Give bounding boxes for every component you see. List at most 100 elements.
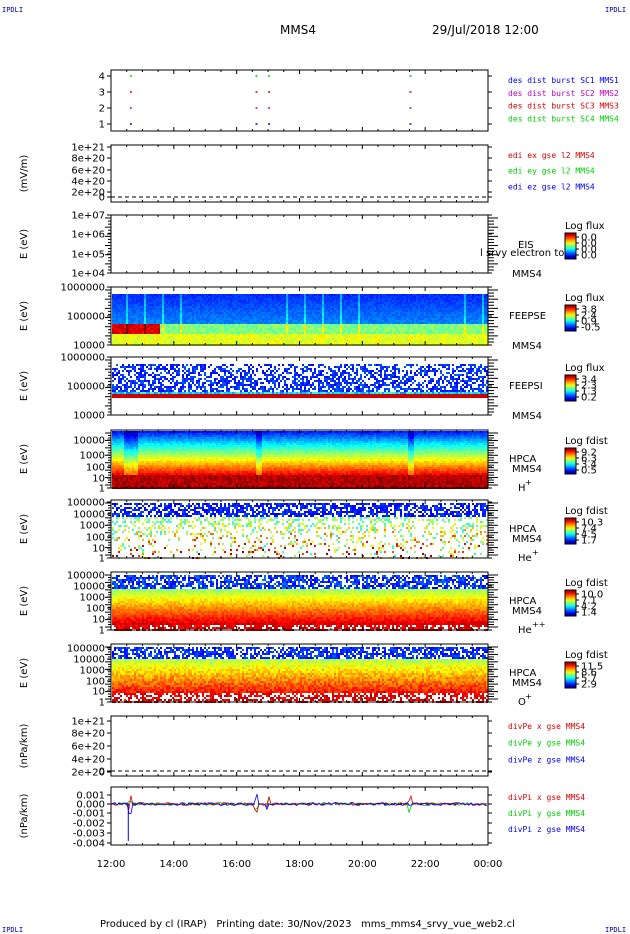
x-tick-label: 20:00 — [348, 859, 377, 870]
legend-entry: edi ey gse l2 MMS4 — [508, 167, 595, 176]
y-tick-label: 8e+20 — [71, 154, 105, 165]
y-axis-label: (nPa/km) — [19, 794, 30, 839]
colorbar — [565, 375, 576, 401]
y-tick-label: 10000 — [73, 411, 105, 422]
panel-frame-divpi — [111, 787, 488, 845]
y-tick-label: 0 — [99, 193, 105, 204]
spacecraft-label: MMS4 — [512, 341, 542, 352]
colorbar — [565, 233, 576, 259]
y-tick-label: 10000 — [73, 510, 105, 521]
y-tick-label: 100000 — [67, 498, 105, 509]
species-label: He — [518, 625, 532, 636]
x-tick-label: 12:00 — [97, 859, 126, 870]
y-tick-label: 0 — [99, 767, 105, 778]
y-tick-label: 1000 — [80, 593, 105, 604]
legend-entry: divPi z gse MMS4 — [508, 825, 585, 834]
legend-entry: edi ez gse l2 MMS4 — [508, 182, 595, 191]
y-axis-label: E (eV) — [19, 444, 30, 474]
colorbar-tick-label: -0.5 — [581, 323, 601, 334]
colorbar-title: Log flux — [565, 221, 605, 232]
y-tick-label: 2 — [99, 104, 105, 115]
y-tick-label: 4e+20 — [71, 177, 105, 188]
y-axis-label: (mV/m) — [19, 155, 30, 193]
y-tick-label: 1e+07 — [71, 211, 105, 222]
y-tick-label: 1000 — [80, 451, 105, 462]
y-tick-label: 1000000 — [60, 353, 105, 364]
y-tick-label: 10 — [92, 687, 105, 698]
y-tick-label: 1000 — [80, 666, 105, 677]
species-charge: + — [525, 478, 532, 487]
y-axis-label: E (eV) — [19, 229, 30, 259]
y-tick-label: 1 — [99, 626, 105, 637]
y-tick-label: 100 — [86, 604, 105, 615]
legend-entry: des dist burst SC2 MMS2 — [508, 89, 619, 98]
y-axis-label: E (eV) — [19, 586, 30, 616]
legend-entry: divPe y gse MMS4 — [508, 739, 585, 748]
legend-entry: divPe x gse MMS4 — [508, 722, 585, 731]
colorbar-tick-label: 0.0 — [581, 251, 597, 262]
overlay-label: l srvy electron to — [480, 248, 564, 259]
x-tick-label: 14:00 — [159, 859, 188, 870]
y-tick-label: 1000 — [80, 521, 105, 532]
legend-entry: divPi x gse MMS4 — [508, 793, 585, 802]
y-tick-label: 1e+21 — [71, 717, 105, 728]
colorbar-tick-label: 2.9 — [581, 680, 597, 691]
x-tick-label: 00:00 — [474, 859, 503, 870]
panel-frame-burst — [111, 70, 488, 131]
y-tick-label: 6e+20 — [71, 742, 105, 753]
y-tick-label: 100000 — [67, 382, 105, 393]
x-tick-label: 18:00 — [285, 859, 314, 870]
y-tick-label: 1 — [99, 554, 105, 565]
y-axis-label: E (eV) — [19, 658, 30, 688]
x-tick-label: 16:00 — [222, 859, 251, 870]
spacecraft-label: MMS4 — [512, 411, 542, 422]
spacecraft-label: MMS4 — [512, 534, 542, 545]
legend-entry: divPi y gse MMS4 — [508, 809, 585, 818]
spacecraft-label: MMS4 — [512, 464, 542, 475]
y-tick-label: 4 — [99, 72, 105, 83]
y-tick-label: 6e+20 — [71, 166, 105, 177]
y-tick-label: 1e+21 — [71, 143, 105, 154]
species-charge: + — [525, 692, 532, 701]
y-tick-label: 1e+04 — [71, 269, 105, 280]
y-axis-label: E (eV) — [19, 514, 30, 544]
y-tick-label: -0.004 — [73, 839, 105, 850]
legend-entry: des dist burst SC3 MMS3 — [508, 102, 619, 111]
colorbar — [565, 448, 576, 474]
legend-entry: des dist burst SC4 MMS4 — [508, 114, 619, 123]
colorbar-tick-label: 0.2 — [581, 393, 597, 404]
colorbar-title: Log fdist — [565, 578, 608, 589]
colorbar — [565, 590, 576, 616]
instrument-label: FEEPSI — [509, 381, 543, 392]
species-charge: ++ — [532, 620, 545, 629]
y-tick-label: 1e+06 — [71, 230, 105, 241]
colorbar — [565, 662, 576, 688]
spacecraft-label: MMS4 — [512, 606, 542, 617]
y-tick-label: 8e+20 — [71, 729, 105, 740]
species-charge: + — [532, 548, 539, 557]
y-tick-label: 10000 — [73, 341, 105, 352]
colorbar-tick-label: 1.7 — [581, 536, 597, 547]
y-tick-label: 10 — [92, 615, 105, 626]
spacecraft-label: MMS4 — [512, 269, 542, 280]
y-axis-label: E (eV) — [19, 371, 30, 401]
y-tick-label: 1 — [99, 120, 105, 131]
y-tick-label: 4e+20 — [71, 755, 105, 766]
panel-frame-edi — [111, 145, 488, 202]
y-tick-label: 1 — [99, 698, 105, 709]
y-tick-label: 100000 — [67, 571, 105, 582]
spacecraft-label: MMS4 — [512, 678, 542, 689]
colorbar-title: Log fdist — [565, 506, 608, 517]
instrument-label: FEEPSE — [509, 311, 546, 322]
colorbar-title: Log flux — [565, 293, 605, 304]
y-tick-label: 100 — [86, 463, 105, 474]
legend-entry: divPe z gse MMS4 — [508, 755, 585, 764]
x-tick-label: 22:00 — [411, 859, 440, 870]
divpi-series-2 — [111, 794, 487, 813]
colorbar-tick-label: 0.5 — [581, 466, 597, 477]
y-tick-label: 1e+05 — [71, 250, 105, 261]
y-tick-label: 100000 — [67, 312, 105, 323]
colorbar-title: Log fdist — [565, 436, 608, 447]
